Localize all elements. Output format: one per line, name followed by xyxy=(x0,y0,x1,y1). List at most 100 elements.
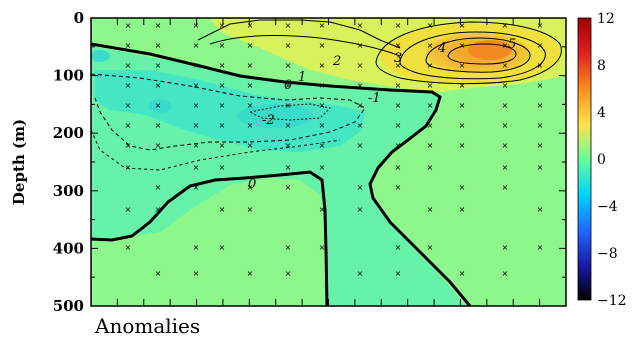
station-marker: × xyxy=(193,101,200,110)
station-marker: × xyxy=(395,269,402,278)
contour-zero-lower xyxy=(91,170,329,306)
station-marker: × xyxy=(247,121,254,130)
station-marker: × xyxy=(219,141,226,150)
station-marker: × xyxy=(125,81,132,90)
station-marker: × xyxy=(193,81,200,90)
contour-label: -1 xyxy=(368,91,381,106)
station-marker: × xyxy=(357,61,364,70)
colorbar-tick-label: −12 xyxy=(597,293,627,309)
station-marker: × xyxy=(427,205,434,214)
station-marker: × xyxy=(285,81,292,90)
station-marker: × xyxy=(219,81,226,90)
station-marker: × xyxy=(155,101,162,110)
x-axis-ticks xyxy=(90,18,567,306)
colorbar-tick-label: 0 xyxy=(597,152,606,168)
colorbar-tick-label: 8 xyxy=(597,58,606,74)
station-marker: × xyxy=(219,61,226,70)
station-marker: × xyxy=(193,121,200,130)
colorbar-gradient xyxy=(577,17,592,301)
station-marker: × xyxy=(537,141,544,150)
station-marker: × xyxy=(319,61,326,70)
station-marker: × xyxy=(502,81,509,90)
station-marker: × xyxy=(395,41,402,50)
station-marker: × xyxy=(459,141,466,150)
station-marker: × xyxy=(155,205,162,214)
station-marker: × xyxy=(427,21,434,30)
minimum-core-spot xyxy=(91,50,110,62)
contour-label: 4 xyxy=(437,41,446,56)
station-marker: × xyxy=(193,61,200,70)
station-marker: × xyxy=(427,243,434,252)
contour-line-thin xyxy=(447,43,517,65)
contour-label: 1 xyxy=(298,70,306,85)
station-marker: × xyxy=(125,21,132,30)
station-marker: × xyxy=(395,163,402,172)
station-marker: × xyxy=(427,121,434,130)
station-marker: × xyxy=(537,81,544,90)
station-marker: × xyxy=(319,81,326,90)
station-marker: × xyxy=(285,243,292,252)
y-tick-label: 300 xyxy=(53,182,84,200)
y-axis-tick-labels: 0 100 200 300 400 500 xyxy=(53,9,84,315)
station-marker: × xyxy=(357,81,364,90)
station-marker: × xyxy=(285,141,292,150)
station-marker: × xyxy=(247,21,254,30)
station-marker: × xyxy=(247,183,254,192)
contour-line-thin xyxy=(375,21,562,85)
station-marker: × xyxy=(155,183,162,192)
station-marker: × xyxy=(319,205,326,214)
station-marker: × xyxy=(193,41,200,50)
station-marker: × xyxy=(319,101,326,110)
station-marker: × xyxy=(459,21,466,30)
station-marker: × xyxy=(125,205,132,214)
station-marker: × xyxy=(247,101,254,110)
station-marker: × xyxy=(219,121,226,130)
minimum-core-region xyxy=(95,70,365,152)
station-marker: × xyxy=(155,121,162,130)
station-marker: × xyxy=(502,163,509,172)
contour-line-thin xyxy=(197,19,401,49)
station-marker: × xyxy=(395,141,402,150)
contour-lines xyxy=(91,19,562,306)
contour-zero-upper xyxy=(91,42,472,306)
station-marker: × xyxy=(357,205,364,214)
y-axis-title: Depth (m) xyxy=(10,119,28,205)
colorbar-tick-label: −8 xyxy=(597,246,618,262)
contour-label: 0 xyxy=(248,177,256,192)
station-marker: × xyxy=(427,41,434,50)
station-marker: × xyxy=(459,205,466,214)
station-marker: × xyxy=(285,121,292,130)
station-marker: × xyxy=(395,121,402,130)
station-marker: × xyxy=(219,205,226,214)
station-marker: × xyxy=(427,101,434,110)
station-marker: × xyxy=(502,141,509,150)
station-marker: × xyxy=(125,41,132,50)
station-marker: × xyxy=(459,41,466,50)
station-marker: × xyxy=(125,163,132,172)
station-marker: × xyxy=(285,41,292,50)
station-marker: × xyxy=(395,81,402,90)
station-marker: × xyxy=(193,163,200,172)
station-marker: × xyxy=(395,61,402,70)
station-marker: × xyxy=(247,81,254,90)
station-marker: × xyxy=(193,269,200,278)
contour-line-thin xyxy=(91,129,341,171)
station-marker: × xyxy=(502,269,509,278)
contour-label: 3 xyxy=(394,51,402,66)
station-marker: × xyxy=(427,61,434,70)
station-marker: × xyxy=(395,101,402,110)
station-marker: × xyxy=(357,101,364,110)
y-tick-label: 500 xyxy=(53,297,84,315)
station-marker: × xyxy=(357,121,364,130)
station-marker: × xyxy=(357,41,364,50)
station-marker: × xyxy=(285,269,292,278)
minimum-core-spot xyxy=(237,104,313,128)
station-marker: × xyxy=(247,61,254,70)
colorbar-tick-label: 12 xyxy=(597,11,615,27)
station-marker: × xyxy=(357,183,364,192)
station-marker: × xyxy=(502,101,509,110)
station-marker: × xyxy=(537,101,544,110)
station-marker: × xyxy=(319,121,326,130)
station-marker: × xyxy=(502,121,509,130)
